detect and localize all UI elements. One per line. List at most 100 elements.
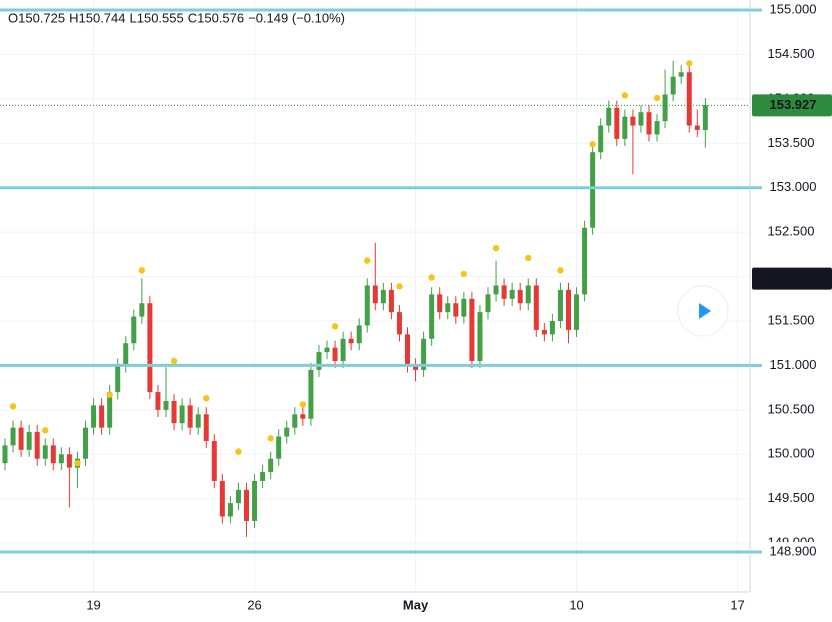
- marker-dot: [331, 323, 339, 330]
- y-tick-label: 149.500: [768, 490, 815, 505]
- candle-body: [388, 289, 394, 313]
- marker-dot: [364, 257, 371, 264]
- candle-body: [694, 125, 700, 130]
- candle-body: [598, 125, 604, 153]
- marker-dot: [460, 270, 468, 278]
- x-tick-label: 17: [730, 597, 744, 612]
- candle-body: [2, 445, 8, 464]
- marker-dot: [9, 403, 17, 410]
- candle-body: [187, 405, 193, 428]
- candle-body: [260, 472, 266, 481]
- candle-body: [630, 116, 636, 126]
- candle-body: [227, 503, 233, 517]
- marker-dot: [396, 283, 403, 290]
- candle-body: [179, 405, 185, 424]
- candle-body: [324, 347, 330, 353]
- candle-body: [485, 294, 491, 313]
- candle-body: [437, 294, 443, 313]
- marker-dot: [203, 395, 210, 402]
- y-tick-label: 154.500: [768, 46, 815, 61]
- candle-body: [34, 432, 40, 459]
- candle-body: [582, 227, 588, 295]
- candle-body: [268, 458, 274, 473]
- candle-body: [195, 414, 201, 428]
- candle-body: [332, 347, 338, 361]
- candle-body: [155, 392, 161, 410]
- candle-body: [566, 289, 571, 330]
- candle-body: [50, 445, 56, 464]
- price-label-box: [752, 94, 832, 117]
- candle-body: [517, 289, 523, 304]
- candle-body: [300, 414, 306, 419]
- candle-body: [509, 289, 515, 299]
- candle-body: [171, 400, 177, 424]
- candle-body: [219, 480, 225, 517]
- candle-body: [396, 312, 402, 335]
- candle-body: [372, 285, 378, 304]
- candle-body: [364, 285, 370, 326]
- candle-body: [557, 289, 563, 322]
- candle-body: [622, 116, 628, 139]
- marker-dot: [492, 244, 500, 252]
- candle-body: [99, 405, 105, 428]
- candle-body: [405, 334, 410, 366]
- candle-body: [614, 107, 620, 139]
- ohlc-value: L150.555: [130, 10, 184, 25]
- candle-body: [702, 105, 708, 130]
- candle-body: [429, 294, 435, 339]
- level-label: 153.000: [770, 179, 817, 194]
- candle-body: [662, 94, 668, 122]
- x-tick-label: 10: [569, 597, 583, 612]
- candle-body: [276, 436, 282, 459]
- marker-dot: [42, 427, 49, 434]
- candle-body: [91, 405, 97, 428]
- candle-body: [163, 400, 169, 410]
- marker-dot: [170, 357, 178, 365]
- candle-body: [235, 489, 241, 504]
- ohlc-value: −0.149 (−0.10%): [248, 10, 345, 25]
- marker-dot: [235, 448, 242, 455]
- price-label: 151.977: [770, 270, 817, 285]
- marker-dot: [686, 60, 693, 67]
- candle-body: [541, 329, 547, 335]
- candle-body: [147, 303, 153, 393]
- candle-body: [348, 338, 354, 344]
- candle-body: [203, 414, 209, 441]
- candle-body: [678, 72, 684, 77]
- level-label-box: [751, 542, 832, 563]
- candle-body: [670, 76, 676, 95]
- marker-dot: [428, 274, 435, 281]
- candle-body: [284, 427, 290, 437]
- candle-body: [211, 440, 217, 481]
- y-tick-label: 151.500: [768, 312, 815, 327]
- marker-dot: [138, 267, 146, 274]
- candle-body: [574, 294, 580, 330]
- y-tick-label: 150.500: [768, 401, 815, 416]
- play-button[interactable]: [677, 285, 729, 337]
- candle-body: [308, 369, 314, 419]
- candle-body: [107, 392, 113, 428]
- candle-body: [58, 454, 64, 464]
- level-label: 151.000: [770, 357, 817, 372]
- play-icon[interactable]: [699, 303, 711, 319]
- y-tick-label: 150.000: [768, 446, 815, 461]
- candle-body: [421, 338, 427, 370]
- candle-body: [453, 303, 459, 317]
- marker-dot: [589, 141, 596, 148]
- candle-body: [66, 454, 72, 468]
- candle-body: [380, 289, 386, 304]
- marker-dot: [267, 435, 274, 442]
- candle-body: [461, 298, 467, 317]
- candle-body: [445, 303, 451, 313]
- candle-body: [340, 338, 346, 361]
- candle-body: [525, 285, 531, 304]
- candle-body: [10, 427, 16, 446]
- candle-body: [606, 107, 612, 126]
- ohlc-value: H150.744: [69, 10, 125, 25]
- candle-body: [477, 312, 483, 361]
- marker-dot: [653, 94, 661, 102]
- price-label-box: [752, 267, 832, 290]
- y-tick-label: 153.500: [768, 135, 815, 150]
- marker-dot: [74, 459, 81, 467]
